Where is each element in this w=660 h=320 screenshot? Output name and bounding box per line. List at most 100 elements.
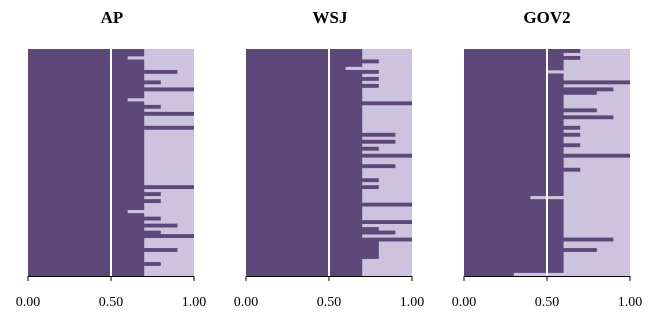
bar-ap-63	[28, 269, 145, 273]
bar-wsj-50	[246, 223, 363, 228]
bar-gov2-61	[464, 262, 564, 266]
bar-gov2-24	[464, 132, 581, 137]
bar-ap-36	[28, 174, 145, 179]
bar-wsj-38	[246, 181, 363, 186]
bar-wsj-57	[246, 248, 379, 252]
bar-ap-35	[28, 171, 145, 176]
bar-wsj-11	[246, 87, 363, 92]
bar-ap-10	[28, 83, 145, 88]
bar-gov2-13	[464, 94, 564, 99]
bar-ap-28	[28, 146, 145, 151]
bar-ap-2	[28, 55, 128, 60]
bar-ap-27	[28, 143, 145, 148]
bar-ap-46	[28, 209, 128, 214]
bar-gov2-5	[464, 66, 564, 71]
bar-gov2-41	[464, 192, 564, 197]
bar-wsj-6	[246, 69, 379, 74]
bar-gov2-51	[464, 227, 564, 231]
bar-ap-42	[28, 195, 145, 200]
bar-ap-21	[28, 122, 145, 127]
bar-gov2-36	[464, 174, 564, 179]
bar-gov2-47	[464, 213, 564, 218]
bar-ap-64	[28, 272, 145, 277]
bar-gov2-59	[464, 255, 564, 259]
bar-wsj-58	[246, 251, 379, 256]
bar-wsj-32	[246, 160, 363, 165]
bar-wsj-17	[246, 108, 363, 113]
bar-wsj-41	[246, 192, 363, 197]
bar-ap-56	[28, 244, 145, 249]
bar-wsj-48	[246, 216, 363, 221]
bar-ap-58	[28, 251, 145, 256]
bar-wsj-20	[246, 118, 363, 123]
bar-ap-12	[28, 90, 145, 95]
bar-ap-44	[28, 202, 145, 207]
bar-gov2-46	[464, 209, 564, 214]
bar-ap-51	[28, 227, 145, 231]
bar-gov2-18	[464, 111, 564, 116]
bar-ap-47	[28, 213, 145, 218]
bar-gov2-26	[464, 139, 564, 144]
bar-gov2-12	[464, 90, 597, 95]
bar-wsj-4	[246, 62, 363, 67]
bar-gov2-52	[464, 230, 564, 235]
bar-gov2-53	[464, 234, 564, 238]
bar-gov2-48	[464, 216, 564, 221]
bar-gov2-22	[464, 125, 581, 130]
bar-wsj-9	[246, 80, 363, 85]
x-tick-label-gov2-2: 1.00	[618, 295, 643, 310]
bar-wsj-33	[246, 164, 396, 169]
bar-ap-40	[28, 188, 145, 193]
bar-ap-45	[28, 206, 145, 211]
x-tick-label-wsj-1: 0.50	[317, 295, 342, 310]
bar-gov2-40	[464, 188, 564, 193]
bar-wsj-52	[246, 230, 396, 235]
bar-ap-38	[28, 181, 145, 186]
bar-gov2-64	[464, 272, 514, 277]
bar-gov2-55	[464, 241, 564, 245]
bar-ap-59	[28, 255, 145, 259]
bar-ap-32	[28, 160, 145, 165]
bar-ap-8	[28, 76, 145, 81]
bar-wsj-34	[246, 167, 363, 172]
bar-wsj-47	[246, 213, 363, 218]
bar-ap-9	[28, 80, 161, 85]
bar-wsj-13	[246, 94, 363, 99]
panel-wsj: WSJ 0.00 0.50 1.00	[234, 8, 425, 310]
bar-gov2-21	[464, 122, 564, 127]
bar-gov2-33	[464, 164, 564, 169]
bar-ap-55	[28, 241, 145, 245]
bar-gov2-6	[464, 69, 547, 74]
bar-ap-37	[28, 178, 145, 183]
x-tick-label-wsj-0: 0.00	[234, 295, 259, 310]
bar-wsj-21	[246, 122, 363, 127]
bar-gov2-63	[464, 269, 564, 273]
bar-gov2-37	[464, 178, 564, 183]
bar-ap-60	[28, 258, 145, 263]
bar-gov2-43	[464, 199, 564, 204]
bar-ap-26	[28, 139, 145, 144]
panel-ap: AP 0.00 0.50 1.00	[16, 8, 207, 310]
bar-ap-25	[28, 136, 145, 141]
bar-gov2-57	[464, 248, 597, 252]
bar-ap-1	[28, 52, 145, 57]
bar-gov2-8	[464, 76, 564, 81]
bar-wsj-37	[246, 178, 379, 183]
bar-gov2-7	[464, 73, 564, 78]
bar-ap-19	[28, 115, 145, 120]
bar-gov2-44	[464, 202, 564, 207]
bar-wsj-23	[246, 129, 363, 134]
bar-ap-49	[28, 220, 145, 225]
bar-wsj-61	[246, 262, 363, 266]
bar-ap-4	[28, 62, 145, 67]
panel-title-ap: AP	[101, 8, 124, 27]
bar-gov2-56	[464, 244, 564, 249]
bar-ap-6	[28, 69, 178, 74]
bar-gov2-42	[464, 195, 531, 200]
bar-wsj-36	[246, 174, 363, 179]
x-tick-label-ap-2: 1.00	[182, 295, 207, 310]
bar-wsj-39	[246, 185, 379, 190]
bar-gov2-17	[464, 108, 597, 113]
bar-gov2-19	[464, 115, 614, 120]
bar-wsj-25	[246, 136, 363, 141]
